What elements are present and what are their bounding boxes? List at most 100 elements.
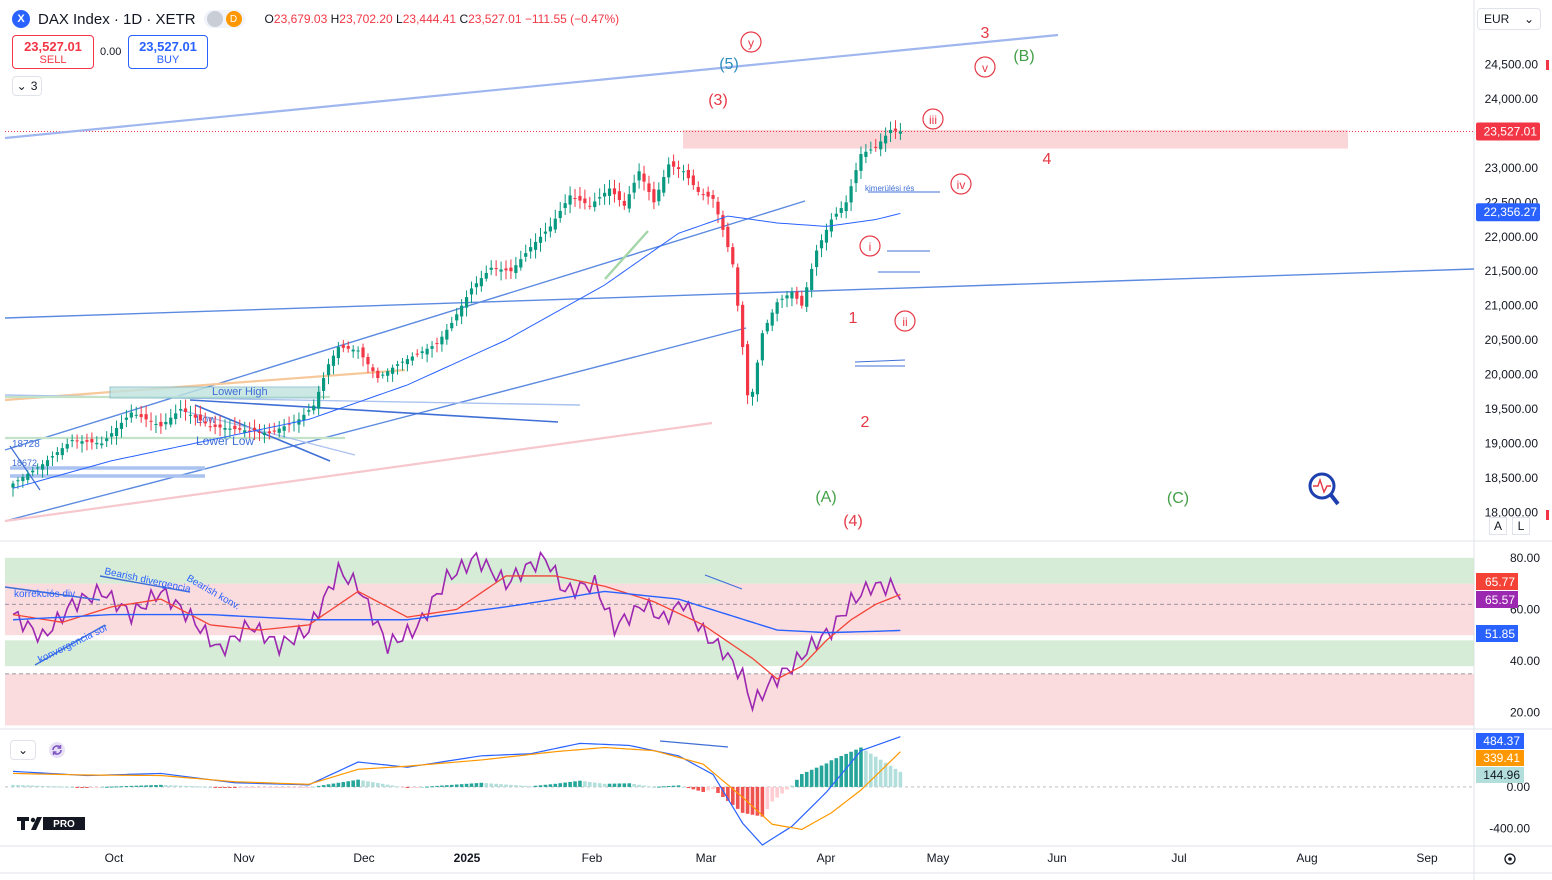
candle-body	[430, 346, 434, 349]
price-axis: 24,500.0024,000.0023,000.0022,500.0022,0…	[1476, 57, 1540, 519]
trend-line[interactable]	[659, 740, 729, 748]
macd-histogram-bar	[652, 786, 656, 788]
macd-histogram-bar	[70, 786, 74, 788]
macd-histogram-bar	[430, 786, 434, 788]
candle-body	[420, 351, 424, 354]
macd-histogram-bar	[405, 786, 410, 788]
macd-histogram-bar	[376, 782, 380, 787]
sell-button[interactable]: 23,527.01 SELL	[12, 35, 94, 69]
macd-histogram-bar	[193, 786, 198, 788]
macd-histogram-bar	[479, 782, 484, 787]
trend-line[interactable]	[4, 200, 806, 451]
macd-histogram-bar	[109, 786, 114, 788]
candle-body	[701, 194, 705, 196]
trend-line[interactable]	[4, 421, 713, 523]
macd-histogram-bar	[351, 780, 355, 787]
candlesticks	[11, 120, 902, 497]
symbol-header[interactable]: X DAX Index · 1D · XETR D O23,679.03 H23…	[12, 8, 619, 30]
macd-histogram-bar	[824, 763, 829, 787]
candle-body	[573, 197, 577, 199]
macd-histogram-bar	[854, 749, 858, 787]
macd-histogram-bar	[780, 786, 784, 794]
trend-line[interactable]	[179, 409, 356, 456]
auto-scale-button[interactable]: A	[1489, 517, 1507, 535]
symbol-title[interactable]: DAX Index · 1D · XETR	[38, 10, 196, 28]
candle-body	[302, 414, 306, 421]
wave-label: (C)	[1167, 490, 1189, 507]
refresh-button[interactable]	[46, 740, 68, 760]
time-tick-label: Oct	[105, 851, 124, 865]
trend-line[interactable]	[34, 624, 106, 666]
trend-line[interactable]	[854, 359, 906, 363]
candle-body	[834, 213, 838, 217]
candle-body	[228, 428, 232, 430]
candle-body	[849, 186, 853, 203]
time-tick-label: May	[927, 851, 950, 865]
macd-histogram-bar	[149, 785, 153, 787]
trend-line[interactable]	[604, 230, 649, 280]
close-value: 23,527.01	[468, 12, 522, 26]
currency-select[interactable]: EUR ⌄	[1477, 8, 1541, 30]
candle-body	[40, 464, 45, 470]
macd-histogram-bar	[671, 785, 676, 787]
wave-label: 2	[861, 414, 870, 431]
macd-histogram-bar	[208, 786, 212, 788]
macd-histogram-bar	[341, 782, 346, 787]
candle-body	[553, 218, 557, 230]
candle-body	[745, 344, 750, 396]
macd-histogram-bar	[218, 786, 222, 788]
candle-body	[317, 391, 321, 409]
wave-circle	[894, 310, 916, 332]
indicators-count: 3	[30, 79, 38, 93]
macd-histogram-bar	[849, 751, 853, 787]
candle-body	[440, 336, 444, 345]
macd-histogram-bar	[252, 786, 257, 788]
macd-histogram-bar	[75, 786, 79, 788]
tradingview-logo: PRO	[16, 815, 86, 831]
macd-histogram-bar	[568, 781, 572, 787]
settings-gear-icon[interactable]	[1504, 853, 1516, 865]
candle-body	[898, 131, 902, 134]
macd-histogram-bar	[893, 768, 898, 787]
trend-line[interactable]	[4, 368, 406, 402]
price-annotation: 18672	[12, 458, 37, 468]
pane-collapse-button[interactable]: ⌄	[10, 740, 36, 760]
time-tick-label: 2025	[454, 851, 481, 865]
trend-line[interactable]	[189, 399, 559, 423]
interval-badge[interactable]: D	[203, 10, 245, 28]
trend-line[interactable]	[4, 327, 747, 522]
trend-line[interactable]	[194, 404, 331, 462]
candle-body	[598, 197, 602, 199]
macd-histogram-bar	[449, 784, 454, 787]
macd-histogram-bar	[533, 785, 538, 787]
trend-line[interactable]	[4, 268, 1475, 319]
rsi-band	[5, 673, 1474, 726]
candle-body	[647, 183, 651, 192]
macd-histogram-bar	[390, 785, 395, 787]
macd-histogram-bar	[321, 785, 326, 787]
macd-histogram-bar	[765, 786, 770, 810]
candle-body	[612, 188, 617, 195]
candle-body	[307, 410, 311, 412]
trend-line[interactable]	[99, 575, 191, 593]
log-scale-button[interactable]: L	[1512, 517, 1530, 535]
macd-histogram-bar	[336, 782, 341, 787]
time-tick-label: Apr	[817, 851, 836, 865]
candle-body	[469, 288, 474, 295]
trend-line[interactable]	[4, 33, 1059, 140]
macd-histogram-bar	[326, 784, 331, 787]
trend-line[interactable]	[4, 586, 101, 601]
trend-line[interactable]	[704, 574, 743, 590]
candle-body	[154, 423, 158, 425]
rsi-series-line	[12, 550, 902, 713]
magnifier-icon[interactable]	[1308, 472, 1340, 506]
macd-histogram-bar	[859, 747, 863, 787]
time-tick-label: Feb	[582, 851, 603, 865]
indicators-toggle-button[interactable]: ⌄ 3	[12, 76, 42, 96]
buy-button[interactable]: 23,527.01 BUY	[128, 35, 208, 69]
macd-histogram-bar	[716, 786, 720, 793]
macd-histogram-bar	[829, 760, 834, 787]
macd-histogram-bar	[85, 786, 89, 788]
candle-body	[262, 432, 267, 435]
